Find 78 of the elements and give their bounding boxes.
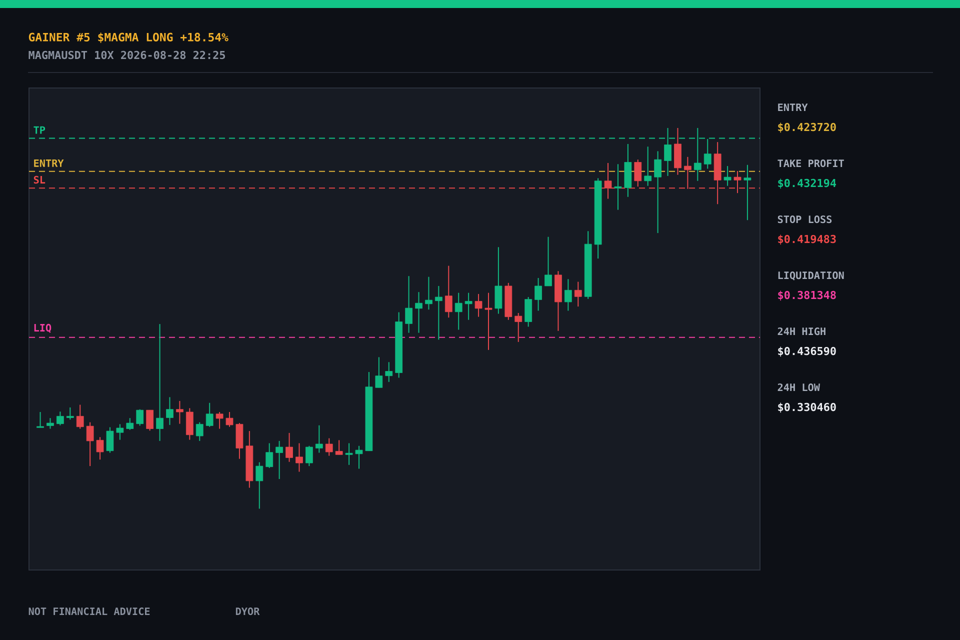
candlestick [654, 150, 662, 234]
candlestick [704, 138, 712, 170]
candlestick [574, 281, 582, 308]
text: LIQUIDATION [778, 271, 844, 280]
text: DYOR [236, 607, 260, 616]
candlestick [66, 406, 74, 420]
candlestick [494, 246, 502, 314]
candlestick [126, 418, 134, 430]
text: $0.436590 [778, 346, 836, 357]
text: $0.423720 [778, 122, 836, 133]
candlestick [484, 292, 492, 350]
candlestick [86, 422, 94, 467]
candlestick [444, 265, 452, 318]
candlestick [216, 411, 224, 430]
candlestick [744, 164, 752, 221]
candlestick [256, 462, 264, 510]
candlestick [146, 410, 154, 432]
candlestick [176, 400, 184, 424]
candlestick [315, 424, 323, 454]
candlestick [425, 276, 432, 310]
ref-line-label: ENTRY [34, 159, 64, 167]
candlestick [325, 438, 333, 456]
candlestick [266, 442, 274, 468]
candlestick [335, 440, 343, 456]
candlestick [634, 159, 642, 188]
candlestick [355, 445, 363, 470]
candlestick [724, 166, 732, 186]
candlestick [186, 408, 194, 440]
candlestick [385, 362, 393, 382]
candlestick [156, 324, 164, 442]
text: 24H LOW [778, 383, 820, 392]
candlestick [474, 293, 482, 318]
candlestick [226, 411, 234, 428]
candlestick [345, 442, 353, 466]
ref-line-label: LIQ [34, 324, 52, 333]
candlestick [96, 436, 104, 460]
candlestick [544, 236, 552, 286]
candlestick [116, 424, 124, 440]
candlestick [166, 396, 174, 426]
candlestick [524, 296, 532, 328]
candlestick [56, 411, 64, 426]
candlestick [136, 408, 144, 426]
text: $0.330460 [778, 402, 836, 413]
candlestick [206, 402, 214, 428]
ref-line-label: TP [34, 126, 46, 134]
candlestick [36, 411, 44, 428]
candlestick [76, 404, 84, 430]
candlestick [514, 312, 522, 342]
candlestick [454, 292, 462, 330]
candlestick [644, 146, 652, 186]
ref-line-label: SL [34, 176, 46, 184]
candlestick [564, 278, 572, 312]
candlestick [375, 356, 383, 388]
candlestick [296, 442, 303, 472]
candlestick [46, 418, 54, 430]
chart-title: GAINER #5 $MAGMA LONG +18.54% [28, 32, 228, 43]
text: 24H HIGH [778, 327, 826, 336]
candlestick [306, 445, 313, 467]
candlestick [106, 426, 114, 454]
text: STOP LOSS [778, 215, 832, 224]
text: $0.381348 [778, 290, 836, 301]
text: NOT FINANCIAL ADVICE [28, 607, 150, 616]
candlestick [196, 422, 204, 442]
candlestick [614, 164, 622, 210]
candlestick [286, 432, 293, 462]
candlestick [674, 127, 682, 176]
candlestick [534, 277, 542, 312]
text: $0.432194 [778, 178, 836, 189]
candlestick [415, 292, 422, 334]
candlestick [276, 440, 283, 480]
candlestick [464, 292, 472, 320]
candlestick [405, 276, 412, 334]
candlestick [236, 422, 244, 460]
text: TAKE PROFIT [778, 159, 844, 168]
candlestick [434, 285, 442, 340]
text: $0.419483 [778, 234, 836, 245]
chart-subtitle: MAGMAUSDT 10X 2026-08-28 22:25 [28, 50, 225, 60]
text: ENTRY [778, 104, 808, 111]
